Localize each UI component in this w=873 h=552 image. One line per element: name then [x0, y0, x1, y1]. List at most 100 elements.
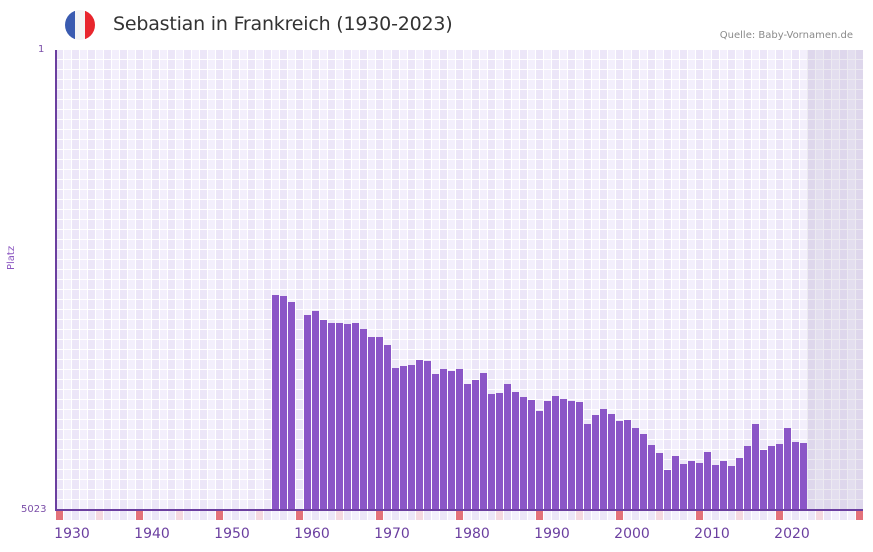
bar-1989[interactable] [528, 399, 535, 510]
grid-column [776, 50, 783, 510]
year-marker [296, 511, 303, 520]
bar-1993[interactable] [560, 398, 567, 510]
bar-2015[interactable] [736, 457, 743, 510]
bar-1990[interactable] [536, 410, 543, 510]
bar-1998[interactable] [600, 408, 607, 510]
bar-1965[interactable] [336, 322, 343, 510]
grid-column [744, 50, 751, 510]
grid-column [712, 50, 719, 510]
bar-2008[interactable] [680, 463, 687, 510]
bar-1988[interactable] [520, 396, 527, 510]
bar-1978[interactable] [440, 368, 447, 510]
bar-2009[interactable] [688, 460, 695, 510]
bar-1975[interactable] [416, 359, 423, 510]
bar-1986[interactable] [504, 383, 511, 510]
bar-1992[interactable] [552, 395, 559, 510]
bar-1959[interactable] [288, 301, 295, 510]
bar-1983[interactable] [480, 372, 487, 510]
bar-2016[interactable] [744, 445, 751, 510]
bar-1958[interactable] [280, 295, 287, 510]
year-marker [816, 511, 823, 520]
grid-column [672, 50, 679, 510]
bar-2000[interactable] [616, 420, 623, 510]
bar-2002[interactable] [632, 427, 639, 510]
bar-1973[interactable] [400, 365, 407, 510]
bar-2012[interactable] [712, 464, 719, 510]
bar-2022[interactable] [792, 441, 799, 510]
bar-1997[interactable] [592, 414, 599, 510]
bar-2021[interactable] [784, 427, 791, 510]
bar-2014[interactable] [728, 465, 735, 510]
bar-1971[interactable] [384, 344, 391, 510]
bar-1984[interactable] [488, 393, 495, 510]
year-marker [488, 511, 495, 520]
year-marker [424, 511, 431, 520]
grid-column [824, 50, 831, 510]
grid-column [144, 50, 151, 510]
bar-1979[interactable] [448, 370, 455, 510]
bar-1961[interactable] [304, 314, 311, 510]
bar-1968[interactable] [360, 328, 367, 510]
bar-2007[interactable] [672, 455, 679, 510]
bar-2019[interactable] [768, 445, 775, 510]
bar-1974[interactable] [408, 364, 415, 510]
bar-1964[interactable] [328, 322, 335, 510]
bar-1970[interactable] [376, 336, 383, 510]
bar-1976[interactable] [424, 360, 431, 510]
bar-2013[interactable] [720, 460, 727, 510]
bar-2023[interactable] [800, 442, 807, 510]
year-marker [216, 511, 223, 520]
bar-2020[interactable] [776, 443, 783, 510]
bar-1996[interactable] [584, 423, 591, 510]
flag-stripe-white [75, 10, 85, 40]
year-marker [104, 511, 111, 520]
year-marker [472, 511, 479, 520]
bar-1972[interactable] [392, 367, 399, 510]
year-marker [784, 511, 791, 520]
bar-2004[interactable] [648, 444, 655, 510]
bar-1995[interactable] [576, 401, 583, 510]
year-marker [856, 511, 863, 520]
bar-2017[interactable] [752, 423, 759, 510]
bar-1967[interactable] [352, 322, 359, 510]
grid-column [848, 50, 855, 510]
bar-2001[interactable] [624, 419, 631, 510]
year-marker [272, 511, 279, 520]
bar-1985[interactable] [496, 392, 503, 510]
bar-2006[interactable] [664, 469, 671, 510]
bar-1981[interactable] [464, 383, 471, 510]
x-tick-1970: 1970 [374, 526, 410, 542]
year-marker [152, 511, 159, 520]
bar-1962[interactable] [312, 310, 319, 510]
year-marker [712, 511, 719, 520]
bar-1980[interactable] [456, 368, 463, 510]
grid-column [608, 50, 615, 510]
grid-column [216, 50, 223, 510]
bar-2011[interactable] [704, 451, 711, 510]
bar-1966[interactable] [344, 323, 351, 510]
bar-1994[interactable] [568, 400, 575, 510]
bar-2018[interactable] [760, 449, 767, 510]
bar-1987[interactable] [512, 391, 519, 510]
bar-2010[interactable] [696, 462, 703, 510]
year-marker [336, 511, 343, 520]
bar-1999[interactable] [608, 413, 615, 510]
grid-column [192, 50, 199, 510]
year-marker [536, 511, 543, 520]
grid-column [120, 50, 127, 510]
bar-1991[interactable] [544, 400, 551, 510]
year-marker [344, 511, 351, 520]
year-marker [384, 511, 391, 520]
bar-2003[interactable] [640, 433, 647, 510]
bar-1982[interactable] [472, 379, 479, 510]
year-marker [648, 511, 655, 520]
bar-1969[interactable] [368, 336, 375, 510]
bar-2005[interactable] [656, 452, 663, 510]
year-marker [640, 511, 647, 520]
bar-1977[interactable] [432, 373, 439, 510]
year-marker [96, 511, 103, 520]
year-marker [792, 511, 799, 520]
bar-1963[interactable] [320, 319, 327, 510]
bar-1957[interactable] [272, 294, 279, 510]
grid-column [856, 50, 863, 510]
